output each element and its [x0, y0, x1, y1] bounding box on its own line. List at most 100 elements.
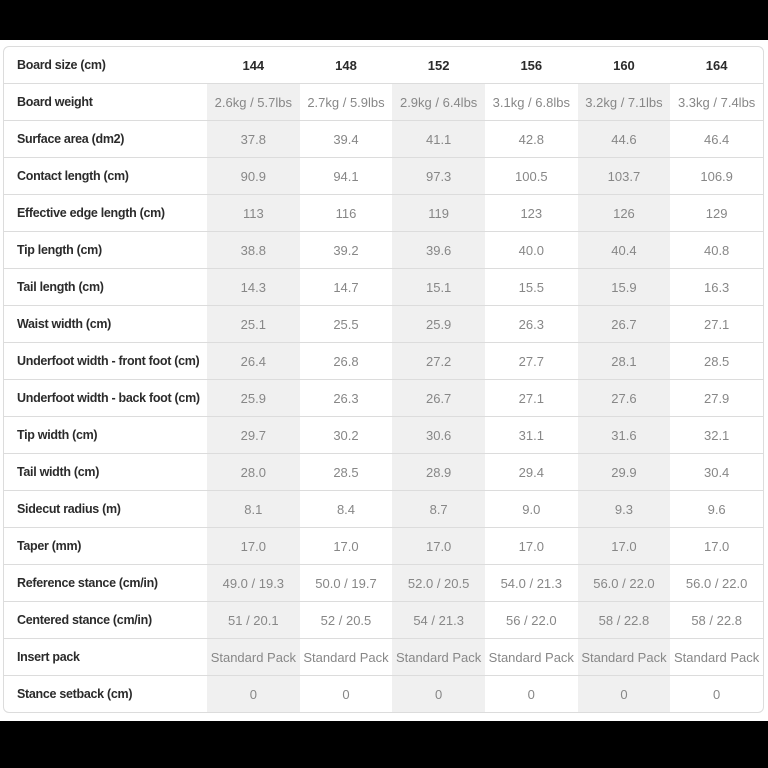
spec-value-cell: Standard Pack: [577, 638, 671, 676]
spec-table-row: Sidecut radius (m) 8.1 8.4 8.7 9.0 9.3 9.6: [4, 490, 763, 528]
spec-row-label: Taper (mm): [4, 527, 207, 565]
spec-value-cell: 27.6: [577, 379, 671, 417]
spec-table-row: Stance setback (cm) 0 0 0 0 0 0: [4, 675, 763, 712]
board-size-column-header: 164: [705, 57, 728, 73]
spec-value-cell: 28.5: [299, 453, 393, 491]
spec-table-row: Insert pack Standard Pack Standard Pack Sta…: [4, 638, 763, 676]
spec-value-cell: 30.6: [392, 416, 485, 454]
spec-value-cell: 26.4: [207, 342, 300, 380]
spec-value-cell: 38.8: [207, 231, 300, 269]
spec-value-cell: Standard Pack: [670, 638, 763, 676]
spec-value-cell: 14.3: [207, 268, 300, 306]
spec-row-label: Effective edge length (cm): [4, 194, 207, 232]
spec-value-cell: 3.1kg / 6.8lbs: [484, 83, 578, 121]
board-size-column-header: 152: [427, 57, 450, 73]
spec-value-cell: 16.3: [670, 268, 763, 306]
spec-value-cell: 58 / 22.8: [577, 601, 671, 639]
spec-value-cell: 31.1: [484, 416, 578, 454]
spec-value-cell: 42.8: [484, 120, 578, 158]
spec-table-row: Underfoot width - back foot (cm) 25.9 26.3…: [4, 379, 763, 417]
spec-table: Board size (cm) 144 148 152 156 160 164 Board …: [4, 47, 763, 712]
spec-row-label: Tip length (cm): [4, 231, 207, 269]
board-size-column-header: 156: [520, 57, 543, 73]
spec-value-cell: Standard Pack: [207, 638, 300, 676]
spec-table-row: Effective edge length (cm) 113 116 119 123 12…: [4, 194, 763, 232]
spec-table-header-row: Board size (cm) 144 148 152 156 160 164: [4, 47, 763, 84]
spec-value-cell: 26.3: [299, 379, 393, 417]
spec-value-cell: 8.7: [392, 490, 485, 528]
spec-value-cell: 90.9: [207, 157, 300, 195]
spec-value-cell: 25.1: [207, 305, 300, 343]
spec-table-row: Tip width (cm) 29.7 30.2 30.6 31.1 31.6 32.1: [4, 416, 763, 454]
spec-value-cell: 106.9: [670, 157, 763, 195]
spec-row-label: Underfoot width - front foot (cm): [4, 342, 207, 380]
spec-value-cell: 0: [670, 675, 763, 712]
spec-value-cell: 94.1: [299, 157, 393, 195]
spec-value-cell: 0: [392, 675, 485, 712]
spec-row-label: Sidecut radius (m): [4, 490, 207, 528]
spec-value-cell: 8.4: [299, 490, 393, 528]
spec-value-cell: 2.9kg / 6.4lbs: [392, 83, 485, 121]
spec-value-cell: 15.9: [577, 268, 671, 306]
spec-value-cell: 56.0 / 22.0: [670, 564, 763, 602]
spec-row-label: Tip width (cm): [4, 416, 207, 454]
spec-value-cell: 15.1: [392, 268, 485, 306]
spec-value-cell: 56 / 22.0: [484, 601, 578, 639]
spec-value-cell: 52 / 20.5: [299, 601, 393, 639]
spec-value-cell: 9.6: [670, 490, 763, 528]
spec-row-label: Waist width (cm): [4, 305, 207, 343]
spec-value-cell: 25.9: [207, 379, 300, 417]
spec-table-section: Board size (cm) 144 148 152 156 160 164 Board …: [0, 40, 768, 721]
spec-table-row: Tail width (cm) 28.0 28.5 28.9 29.4 29.9 30.4: [4, 453, 763, 491]
spec-value-cell: 0: [484, 675, 578, 712]
spec-value-cell: 17.0: [392, 527, 485, 565]
spec-table-row: Waist width (cm) 25.1 25.5 25.9 26.3 26.7 27.1: [4, 305, 763, 343]
spec-value-cell: 9.3: [577, 490, 671, 528]
spec-value-cell: 30.4: [670, 453, 763, 491]
spec-value-cell: 100.5: [484, 157, 578, 195]
spec-value-cell: 14.7: [299, 268, 393, 306]
spec-value-cell: 46.4: [670, 120, 763, 158]
board-size-column-header: 160: [613, 57, 635, 73]
spec-value-cell: 25.5: [299, 305, 393, 343]
spec-table-row: Tip length (cm) 38.8 39.2 39.6 40.0 40.4 40.8: [4, 231, 763, 269]
spec-value-cell: 58 / 22.8: [670, 601, 763, 639]
spec-row-label: Centered stance (cm/in): [4, 601, 207, 639]
spec-value-cell: 25.9: [392, 305, 485, 343]
spec-value-cell: 39.2: [299, 231, 393, 269]
spec-value-cell: 113: [207, 194, 300, 232]
spec-value-cell: 56.0 / 22.0: [577, 564, 671, 602]
board-size-column-header: 148: [335, 57, 357, 73]
spec-value-cell: 39.4: [299, 120, 393, 158]
spec-value-cell: 2.6kg / 5.7lbs: [207, 83, 300, 121]
spec-value-cell: 26.3: [484, 305, 578, 343]
spec-value-cell: 17.0: [670, 527, 763, 565]
spec-value-cell: 40.0: [484, 231, 578, 269]
spec-table-row: Tail length (cm) 14.3 14.7 15.1 15.5 15.9 16.3: [4, 268, 763, 306]
spec-value-cell: 26.7: [392, 379, 485, 417]
spec-value-cell: 37.8: [207, 120, 300, 158]
spec-value-cell: 8.1: [207, 490, 300, 528]
spec-value-cell: 0: [299, 675, 393, 712]
spec-value-cell: 27.7: [484, 342, 578, 380]
board-size-column-header: 144: [242, 57, 265, 73]
spec-value-cell: 29.7: [207, 416, 300, 454]
spec-row-label: Underfoot width - back foot (cm): [4, 379, 207, 417]
spec-value-cell: 32.1: [670, 416, 763, 454]
spec-value-cell: 0: [207, 675, 300, 712]
spec-row-label: Stance setback (cm): [4, 675, 207, 712]
spec-table-head: Board size (cm) 144 148 152 156 160 164: [4, 47, 763, 84]
spec-value-cell: 97.3: [392, 157, 485, 195]
spec-value-cell: 29.9: [577, 453, 671, 491]
spec-value-cell: 0: [577, 675, 671, 712]
spec-value-cell: Standard Pack: [299, 638, 393, 676]
spec-value-cell: 30.2: [299, 416, 393, 454]
spec-table-row: Reference stance (cm/in) 49.0 / 19.3 50.0 …: [4, 564, 763, 602]
spec-value-cell: Standard Pack: [392, 638, 485, 676]
spec-table-row: Taper (mm) 17.0 17.0 17.0 17.0 17.0 17.0: [4, 527, 763, 565]
spec-value-cell: 27.9: [670, 379, 763, 417]
spec-value-cell: 54 / 21.3: [392, 601, 485, 639]
spec-value-cell: 17.0: [484, 527, 578, 565]
spec-value-cell: 17.0: [577, 527, 671, 565]
spec-row-label: Contact length (cm): [4, 157, 207, 195]
